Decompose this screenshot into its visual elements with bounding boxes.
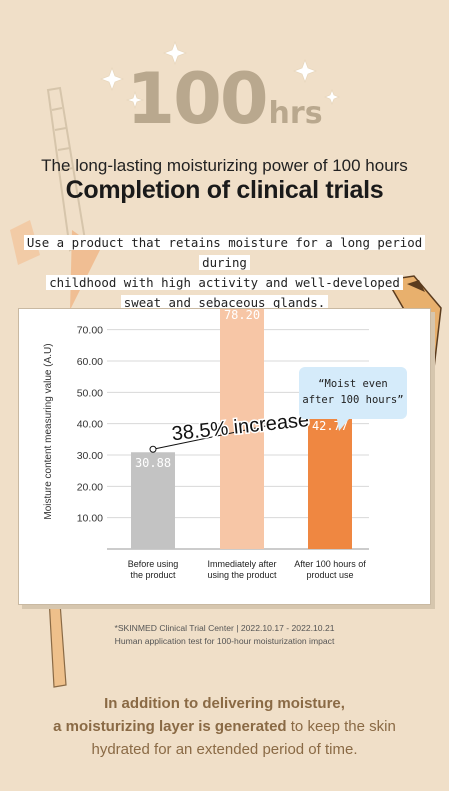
callout-line-2: after 100 hours” <box>302 394 403 406</box>
description: Use a product that retains moisture for … <box>18 233 431 313</box>
sparkle-icon <box>99 40 341 110</box>
subtitle: The long-lasting moisturizing power of 1… <box>41 156 408 175</box>
description-line-3: sweat and sebaceous glands. <box>120 295 329 310</box>
bottom-line-1: In addition to delivering moisture, <box>104 695 345 712</box>
bottom-line-3: hydrated for an extended period of time. <box>91 741 358 758</box>
bar-value-label: 78.20 <box>224 309 260 322</box>
description-line-2: childhood with high activity and well-de… <box>46 275 403 290</box>
hero-number: 100 <box>126 58 268 140</box>
bottom-line-2: a moisturizing layer is generated to kee… <box>0 715 449 738</box>
x-tick-label: Before using <box>128 559 179 569</box>
y-axis-label: Moisture content measuring value (A.U) <box>43 343 54 519</box>
bar-chart: 10.00 20.00 30.00 40.00 50.00 60.00 70.00 Moist… <box>43 309 407 580</box>
y-tick-label: 40.00 <box>77 419 103 431</box>
callout-line-1: “Moist even <box>318 378 388 390</box>
hero-unit: hrs <box>268 96 323 131</box>
bottom-line-2-bold: a moisturizing layer is generated <box>53 718 287 735</box>
footnote-line-1: *SKINMED Clinical Trial Center | 2022.10… <box>114 623 335 633</box>
callout-bubble <box>299 367 407 431</box>
footnote: *SKINMED Clinical Trial Center | 2022.10… <box>0 622 449 648</box>
footnote-line-2: Human application test for 100-hour mois… <box>114 636 335 646</box>
x-tick-label: using the product <box>207 570 277 580</box>
increase-point <box>149 445 157 453</box>
y-tick-label: 20.00 <box>77 481 103 493</box>
description-line-1: Use a product that retains moisture for … <box>23 235 426 270</box>
y-tick-label: 70.00 <box>77 325 103 337</box>
bottom-text: In addition to delivering moisture, a mo… <box>0 692 449 761</box>
chart-card: 10.00 20.00 30.00 40.00 50.00 60.00 70.00 Moist… <box>18 308 431 605</box>
hero-heading: 100hrs <box>0 58 449 140</box>
bar-value-label: 30.88 <box>135 456 171 470</box>
y-tick-label: 30.00 <box>77 450 103 462</box>
bar <box>220 309 264 549</box>
x-tick-label: product use <box>306 570 353 580</box>
bar <box>131 452 175 549</box>
x-tick-label: the product <box>130 570 176 580</box>
y-tick-label: 60.00 <box>77 356 103 368</box>
x-tick-label: Immediately after <box>207 559 276 569</box>
y-tick-label: 50.00 <box>77 387 103 399</box>
page-title: Completion of clinical trials <box>65 176 384 204</box>
x-tick-label: After 100 hours of <box>294 559 366 569</box>
bottom-line-2-rest: to keep the skin <box>286 718 396 735</box>
y-tick-label: 10.00 <box>77 513 103 525</box>
bar <box>308 414 352 549</box>
